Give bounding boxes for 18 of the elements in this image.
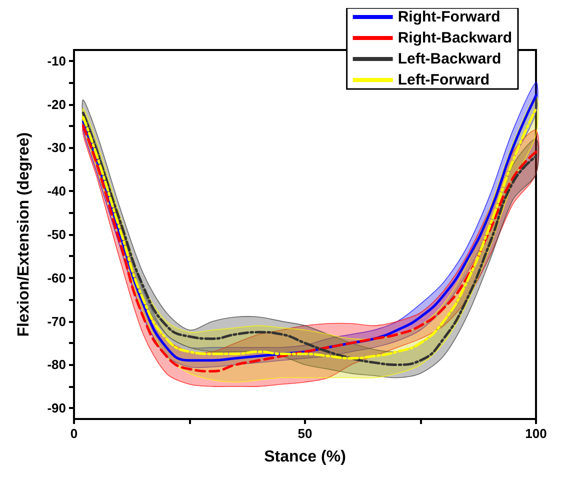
y-tick-label: -30 xyxy=(47,140,66,156)
x-tick-label: 50 xyxy=(298,426,312,441)
y-tick-label: -90 xyxy=(47,400,66,416)
legend-label: Right-Forward xyxy=(398,8,500,26)
x-axis-title: Stance (%) xyxy=(264,448,346,466)
x-tick-label: 0 xyxy=(70,426,78,441)
y-tick-label: -80 xyxy=(47,357,66,372)
y-tick-label: -20 xyxy=(47,96,66,112)
y-tick-label: -50 xyxy=(47,227,66,242)
legend-label: Left-Forward xyxy=(398,72,490,88)
y-tick-label: -10 xyxy=(47,53,66,68)
y-tick-label: -40 xyxy=(47,184,66,199)
x-tick-label: 100 xyxy=(525,426,547,441)
y-axis-title: Flexion/Extension (degree) xyxy=(16,132,32,337)
legend-label: Right-Backward xyxy=(398,30,512,46)
legend-label: Left-Backward xyxy=(398,50,502,68)
y-tick-label: -60 xyxy=(47,270,66,286)
y-tick-label: -70 xyxy=(47,314,66,329)
